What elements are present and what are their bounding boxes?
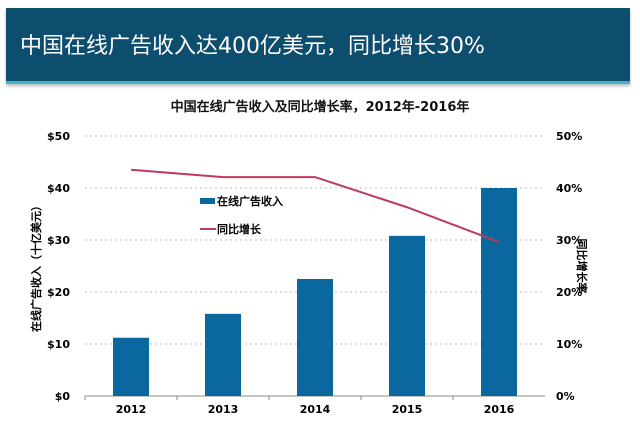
bar-2015: [389, 235, 425, 396]
y2-tick-label: 20%: [556, 286, 582, 299]
y-tick-label: $30: [47, 234, 70, 247]
x-tick-label: 2015: [392, 403, 423, 416]
y-axis-label: 在线广告收入（十亿美元）: [29, 200, 43, 332]
growth-line: [130, 168, 500, 244]
bar-2012: [113, 337, 149, 396]
x-tick-label: 2014: [300, 403, 331, 416]
y-tick-label: $10: [47, 338, 70, 351]
legend-bar-label: 在线广告收入: [217, 194, 283, 208]
chart-title: 中国在线广告收入及同比增长率，2012年-2016年: [170, 100, 470, 115]
legend-bar-swatch: [200, 198, 215, 204]
y-tick-label: $0: [55, 390, 71, 403]
bar-2013: [205, 313, 241, 396]
slide-title: 中国在线广告收入达400亿美元，同比增长30%: [20, 34, 485, 59]
slide-header: 中国在线广告收入达400亿美元，同比增长30%: [6, 8, 630, 84]
y2-tick-label: 50%: [556, 130, 582, 143]
y-tick-label: $50: [47, 130, 70, 143]
y2-tick-label: 0%: [556, 390, 575, 403]
y-tick-label: $40: [47, 182, 70, 195]
legend-line-label: 同比增长: [217, 222, 262, 236]
y2-axis-label: 同比增长率: [575, 239, 589, 294]
y2-tick-label: 10%: [556, 338, 582, 351]
bar-2014: [297, 279, 333, 396]
x-tick-label: 2016: [484, 403, 515, 416]
y-tick-label: $20: [47, 286, 70, 299]
x-tick-label: 2013: [208, 403, 239, 416]
y2-tick-label: 40%: [556, 182, 582, 195]
bar-2016: [481, 188, 517, 396]
x-tick-label: 2012: [116, 403, 147, 416]
y2-tick-label: 30%: [556, 234, 582, 247]
